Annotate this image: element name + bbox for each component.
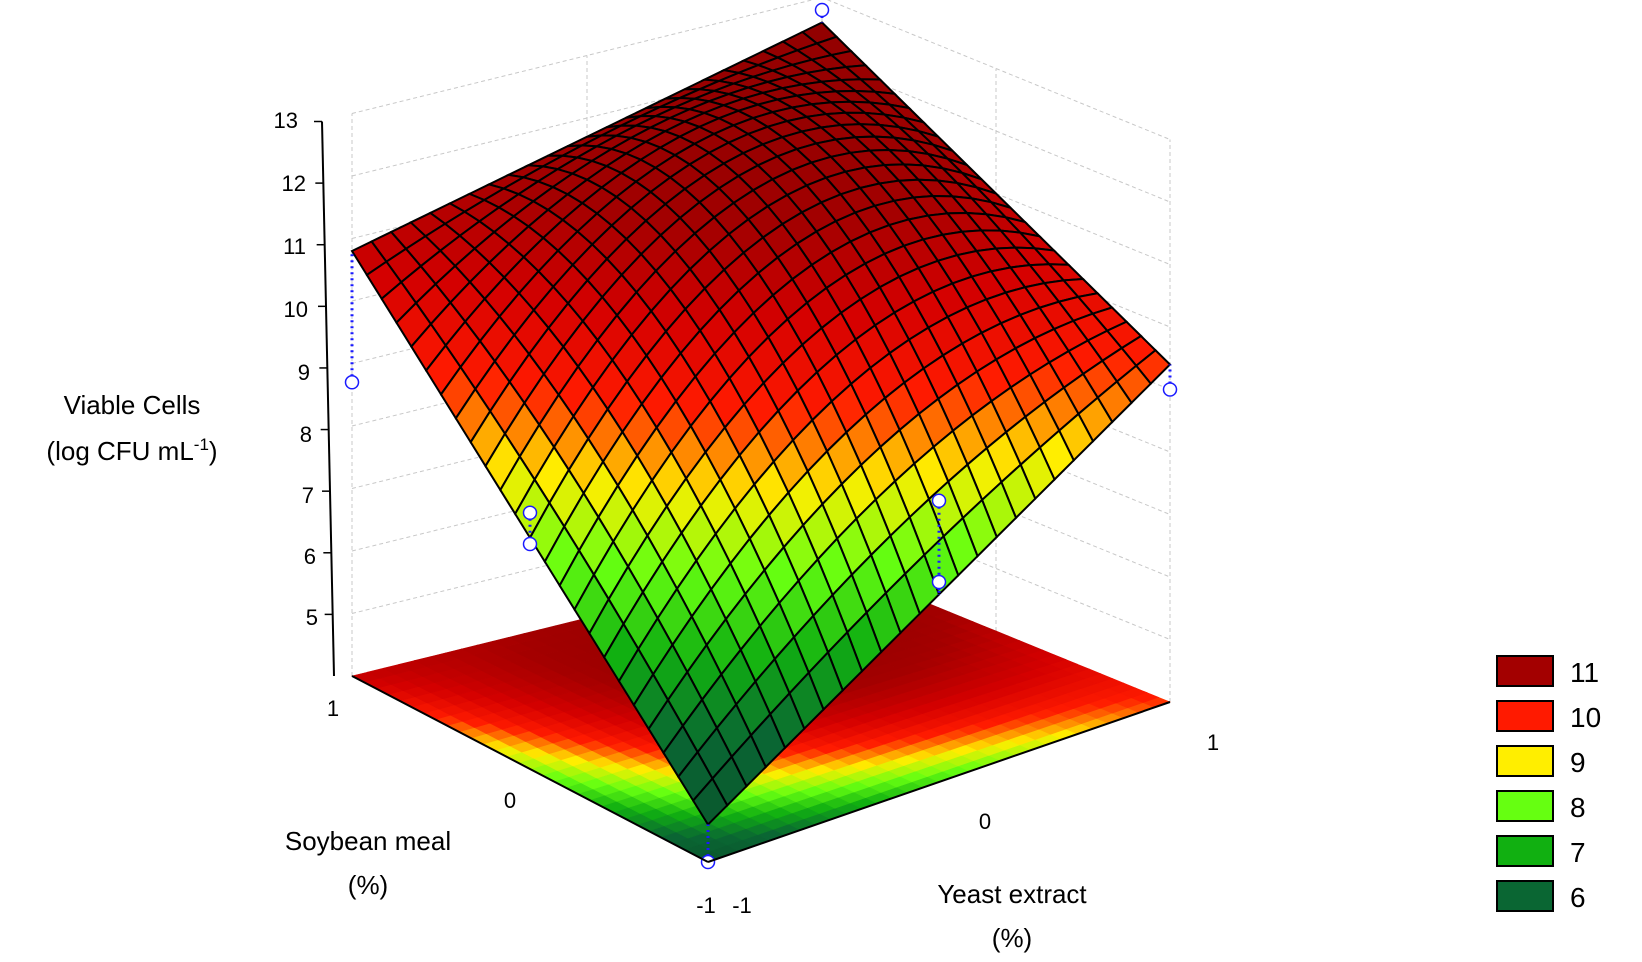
z-tick-12: 12 — [282, 171, 306, 196]
z-axis-ticks: 13 12 11 10 9 8 7 6 5 — [274, 108, 318, 630]
legend-label-8: 8 — [1570, 792, 1586, 823]
legend-label-7: 7 — [1570, 837, 1586, 868]
yeast-axis-title-line1: Yeast extract — [937, 879, 1087, 909]
observation-point — [931, 574, 947, 590]
legend-swatch-7 — [1496, 835, 1554, 867]
soybean-axis-ticks: 1 0 -1 — [327, 696, 716, 918]
soybean-tick-minus1: -1 — [696, 893, 716, 918]
legend-label-9: 9 — [1570, 747, 1586, 778]
legend-swatch-11 — [1496, 655, 1554, 687]
legend-swatch-9 — [1496, 745, 1554, 777]
soybean-tick-1: 1 — [327, 696, 339, 721]
legend-swatch-10 — [1496, 700, 1554, 732]
z-axis-title: Viable Cells (log CFU mL-1) — [46, 390, 217, 466]
z-tick-13: 13 — [274, 108, 298, 133]
observation-point — [814, 2, 830, 18]
legend-label-11: 11 — [1570, 657, 1599, 688]
z-axis-title-line1: Viable Cells — [64, 390, 201, 420]
soybean-axis-line — [351, 675, 709, 863]
observation-point — [1162, 382, 1178, 397]
observation-point — [522, 536, 538, 552]
soybean-axis-title: Soybean meal (%) — [285, 826, 451, 900]
yeast-axis-ticks: -1 0 1 — [732, 730, 1219, 918]
z-axis-title-line2: (log CFU mL-1) — [46, 435, 217, 466]
legend-label-10: 10 — [1570, 702, 1601, 733]
soybean-axis-title-line2: (%) — [348, 870, 388, 900]
yeast-axis-line — [707, 701, 1171, 863]
z-tick-8: 8 — [300, 422, 312, 447]
yeast-axis-title-line2: (%) — [992, 923, 1032, 953]
yeast-tick-1: 1 — [1207, 730, 1219, 755]
z-tick-6: 6 — [304, 544, 316, 569]
z-tick-9: 9 — [298, 360, 310, 385]
legend-label-6: 6 — [1570, 882, 1586, 913]
legend-swatch-8 — [1496, 790, 1554, 822]
yeast-tick-0: 0 — [979, 809, 991, 834]
soybean-tick-0: 0 — [504, 788, 516, 813]
soybean-axis-title-line1: Soybean meal — [285, 826, 451, 856]
observed-points — [344, 2, 1178, 870]
back-wall-gridline — [351, 0, 1171, 140]
observation-point — [344, 375, 360, 390]
z-tick-10: 10 — [284, 297, 308, 322]
observation-point — [522, 505, 538, 520]
z-tick-11: 11 — [283, 234, 306, 259]
z-axis-line — [321, 121, 335, 677]
legend: 11 10 9 8 7 6 — [1496, 655, 1601, 913]
observation-point — [931, 493, 947, 508]
z-tick-5: 5 — [306, 605, 318, 630]
yeast-tick-minus1: -1 — [732, 893, 752, 918]
response-surface — [350, 21, 1172, 827]
yeast-axis-title: Yeast extract (%) — [937, 879, 1087, 953]
legend-swatch-6 — [1496, 880, 1554, 912]
axes — [314, 120, 1171, 863]
z-tick-7: 7 — [302, 483, 314, 508]
